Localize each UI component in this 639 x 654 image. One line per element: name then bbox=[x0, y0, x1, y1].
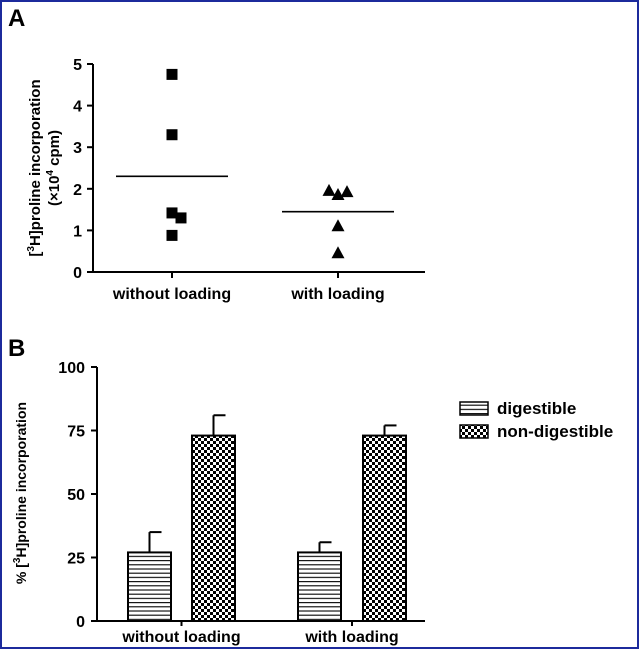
panel-b-bars bbox=[127, 434, 407, 622]
panel-a-point-triangle bbox=[340, 185, 354, 198]
panel-b-y-tick-label: 0 bbox=[76, 614, 85, 631]
panel-b: 0 25 50 75 100 without loading with loading %… bbox=[12, 360, 613, 646]
panel-a-point-square bbox=[166, 129, 178, 141]
panel-a-point-triangle bbox=[322, 183, 336, 196]
legend-label-non-digestible: non-digestible bbox=[497, 422, 613, 441]
panel-a-point-square bbox=[166, 207, 178, 219]
panel-a-y-ticks: 0 1 2 3 4 5 bbox=[73, 57, 93, 282]
panel-a-point-triangle bbox=[331, 219, 345, 232]
panel-a-mean-lines bbox=[116, 175, 394, 213]
panel-b-y-tick-label: 75 bbox=[67, 424, 85, 441]
panel-b-category-label: with loading bbox=[304, 629, 398, 646]
legend-swatch-non-digestible bbox=[459, 424, 489, 439]
panel-b-legend: digestible non-digestible bbox=[459, 399, 613, 441]
panel-a-category-label: without loading bbox=[112, 286, 231, 303]
panel-b-bar-digestible bbox=[297, 551, 342, 622]
panel-b-category-labels: without loading with loading bbox=[121, 621, 399, 646]
panel-b-error-bars bbox=[148, 414, 397, 553]
legend-swatch-digestible bbox=[459, 401, 489, 416]
panel-a-y-tick-label: 2 bbox=[73, 182, 82, 199]
panel-a-y-label-unit: (×104 cpm) bbox=[45, 130, 63, 206]
panel-b-category-label: without loading bbox=[121, 629, 240, 646]
panel-b-y-tick-label: 25 bbox=[67, 551, 85, 568]
panel-a-point-square bbox=[175, 212, 187, 224]
panel-b-y-label: % [3H]proline incorporation bbox=[12, 402, 29, 584]
panel-a-y-tick-label: 4 bbox=[73, 99, 82, 116]
panel-b-y-tick-label: 50 bbox=[67, 487, 85, 504]
panel-a-y-label: [3H]proline incorporation bbox=[26, 79, 44, 256]
panel-a-category-labels: without loading with loading bbox=[112, 272, 385, 303]
panel-b-y-tick-label: 100 bbox=[58, 360, 85, 377]
panel-a-y-tick-label: 0 bbox=[73, 265, 82, 282]
panel-a-y-tick-label: 1 bbox=[73, 223, 82, 240]
panel-a-category-label: with loading bbox=[290, 286, 384, 303]
legend-label-digestible: digestible bbox=[497, 399, 576, 418]
panel-b-bar-digestible bbox=[127, 551, 172, 622]
panel-a-y-tick-label: 3 bbox=[73, 140, 82, 157]
panel-a-point-triangle bbox=[331, 246, 345, 259]
panel-a-points bbox=[166, 68, 354, 259]
panel-a-point-square bbox=[166, 229, 178, 241]
panel-letter-a: A bbox=[8, 5, 25, 32]
panel-a-point-square bbox=[166, 68, 178, 80]
panel-b-bar-non-digestible bbox=[362, 434, 407, 622]
panel-a-axes bbox=[92, 64, 425, 273]
panel-b-y-ticks: 0 25 50 75 100 bbox=[58, 360, 97, 631]
panel-a-y-tick-label: 5 bbox=[73, 57, 82, 74]
panel-b-bar-non-digestible bbox=[191, 434, 236, 622]
panel-a: 0 1 2 3 4 5 without loading with loading [3H]p… bbox=[26, 57, 425, 303]
panel-letter-b: B bbox=[8, 335, 25, 362]
